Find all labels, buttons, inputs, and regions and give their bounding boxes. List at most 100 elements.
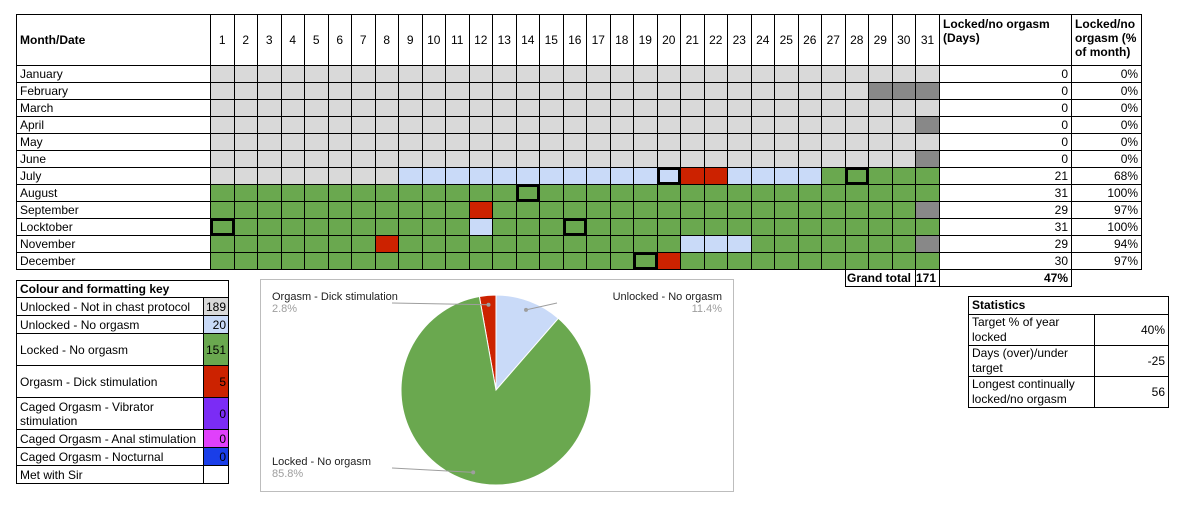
day-cell (233, 252, 258, 270)
month-name: March (16, 99, 211, 117)
day-cell (374, 201, 399, 219)
day-cell (797, 99, 822, 117)
day-cell (304, 184, 329, 202)
day-cell (609, 82, 634, 100)
day-cell (774, 99, 799, 117)
month-locked-pct: 0% (1071, 82, 1143, 100)
day-cell (703, 184, 728, 202)
day-header: 24 (750, 14, 775, 66)
day-cell (445, 116, 470, 134)
day-cell (468, 150, 493, 168)
header-month-date: Month/Date (16, 14, 211, 66)
key-row: Unlocked - Not in chast protocol 189 (16, 297, 230, 316)
pie-slice-percent: 2.8% (272, 303, 297, 315)
day-cell (868, 252, 893, 270)
day-header: 26 (797, 14, 822, 66)
month-row: January 0 0% (16, 65, 1143, 83)
day-cell (750, 150, 775, 168)
month-locked-days: 30 (939, 252, 1073, 270)
day-cell (351, 133, 376, 151)
day-cell (914, 252, 941, 270)
day-cell (586, 252, 611, 270)
day-cell (609, 99, 634, 117)
month-locked-days: 31 (939, 184, 1073, 202)
day-cell (562, 252, 587, 270)
day-cell (233, 99, 258, 117)
day-header: 4 (280, 14, 305, 66)
pie-leader-dot (471, 470, 476, 475)
day-cell (351, 252, 376, 270)
day-cell (680, 252, 705, 270)
day-cell (515, 235, 540, 253)
day-cell (868, 150, 893, 168)
day-cell (844, 116, 869, 134)
pie-chart-panel: Orgasm - Dick stimulation 2.8% Unlocked - … (260, 279, 734, 492)
day-cell (562, 65, 587, 83)
day-cell (280, 167, 305, 185)
day-cell (797, 218, 822, 236)
day-cell (774, 235, 799, 253)
day-cell (609, 150, 634, 168)
day-cell (515, 184, 540, 202)
day-cell (257, 218, 282, 236)
stats-label: Longest continually locked/no orgasm (968, 376, 1095, 408)
day-cell (680, 65, 705, 83)
day-cell (774, 201, 799, 219)
day-cell (656, 184, 681, 202)
day-cell (398, 235, 423, 253)
day-cell (492, 235, 517, 253)
day-cell (703, 99, 728, 117)
day-cell (327, 201, 352, 219)
day-cell (374, 82, 399, 100)
day-cell (633, 252, 658, 270)
month-locked-days: 0 (939, 133, 1073, 151)
day-cell (351, 150, 376, 168)
month-name: Locktober (16, 218, 211, 236)
day-cell (609, 201, 634, 219)
day-cell (421, 133, 446, 151)
day-header: 16 (562, 14, 587, 66)
day-cell (351, 201, 376, 219)
day-cell (821, 116, 846, 134)
day-cell (727, 116, 752, 134)
month-locked-days: 31 (939, 218, 1073, 236)
key-swatch: 0 (202, 397, 230, 430)
day-cell (515, 150, 540, 168)
day-cell (257, 201, 282, 219)
day-cell (656, 218, 681, 236)
day-header: 20 (656, 14, 681, 66)
day-cell (398, 82, 423, 100)
tracking-table: Month/Date 1 2 3 4 5 6 7 8 9 10 11 12 13 14 15 16 17 18 19 2… (16, 14, 1143, 287)
day-cell (515, 65, 540, 83)
day-cell (280, 201, 305, 219)
pie-slice-percent: 85.8% (272, 468, 303, 480)
day-cell (750, 201, 775, 219)
day-cell (727, 65, 752, 83)
day-cell (656, 65, 681, 83)
month-locked-days: 0 (939, 150, 1073, 168)
day-cell (656, 252, 681, 270)
day-cell (562, 167, 587, 185)
day-cell (351, 167, 376, 185)
header-locked-pct: Locked/no orgasm (% of month) (1071, 14, 1143, 66)
day-cell (421, 116, 446, 134)
day-cell (233, 150, 258, 168)
day-cell (680, 99, 705, 117)
day-cell (868, 235, 893, 253)
month-locked-days: 0 (939, 82, 1073, 100)
day-cell (868, 133, 893, 151)
day-cell (727, 218, 752, 236)
month-locked-days: 29 (939, 235, 1073, 253)
day-cell (609, 218, 634, 236)
day-cell (774, 116, 799, 134)
day-cell (680, 167, 705, 185)
day-cell (351, 82, 376, 100)
month-locked-days: 21 (939, 167, 1073, 185)
day-cell (421, 184, 446, 202)
day-cell (680, 218, 705, 236)
day-cell (374, 65, 399, 83)
month-name: January (16, 65, 211, 83)
day-cell (351, 235, 376, 253)
day-cell (586, 235, 611, 253)
day-cell (539, 218, 564, 236)
